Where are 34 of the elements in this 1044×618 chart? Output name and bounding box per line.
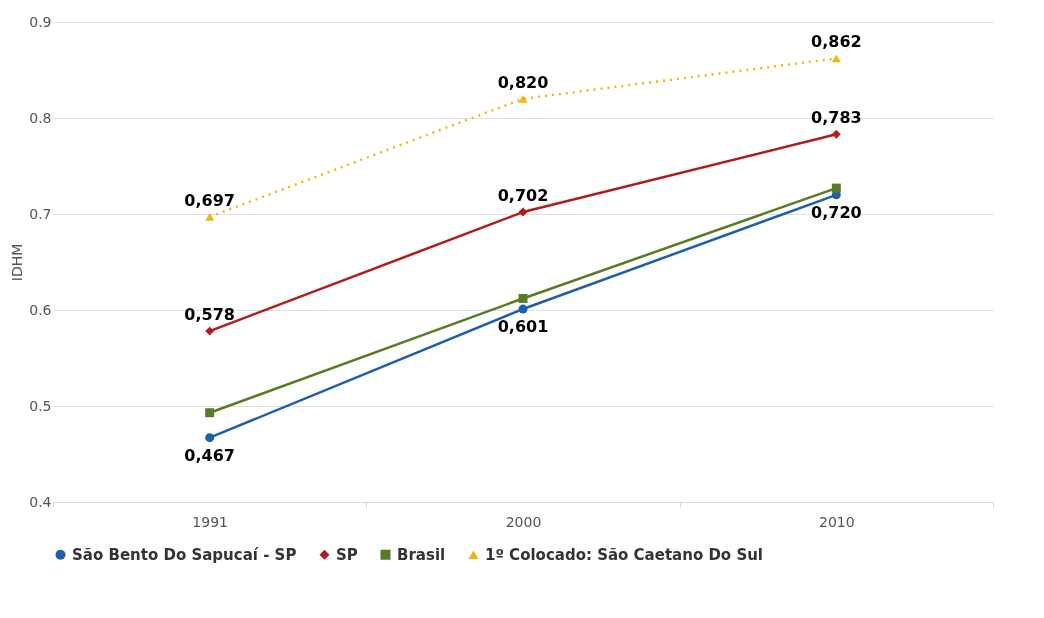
point — [518, 94, 528, 103]
data-label: 0,697 — [184, 190, 235, 210]
point — [831, 54, 841, 63]
data-label: 0,820 — [497, 72, 549, 92]
y-axis-title: IDHM — [9, 243, 26, 282]
data-label: 0,467 — [184, 445, 235, 465]
point — [205, 213, 215, 221]
data-label: 0,783 — [811, 108, 862, 128]
point — [831, 183, 841, 193]
data-label: 0,578 — [184, 305, 235, 325]
data-label: 0,601 — [497, 317, 549, 337]
x-tick-label: 1991 — [192, 513, 228, 530]
legend-label: São Bento Do Sapucaí - SP — [72, 545, 297, 564]
point — [518, 207, 528, 217]
data-label: 0,862 — [811, 32, 862, 52]
y-tick-label: 0.7 — [29, 205, 52, 222]
point — [831, 129, 841, 139]
point — [205, 326, 215, 336]
data-label: 0,720 — [811, 202, 862, 222]
y-tick-label: 0.4 — [29, 493, 52, 510]
point — [518, 304, 528, 314]
x-tick-label: 2000 — [505, 513, 542, 530]
y-tick-label: 0.9 — [29, 13, 52, 30]
y-tick-label: 0.5 — [29, 397, 52, 414]
data-label: 0,702 — [497, 186, 549, 206]
x-tick-label: 2010 — [819, 513, 855, 530]
legend-label: SP — [336, 545, 358, 564]
point — [205, 408, 215, 418]
point — [518, 294, 528, 303]
point — [205, 433, 215, 443]
y-tick-label: 0.6 — [29, 301, 52, 318]
legend-label: 1º Colocado: São Caetano Do Sul — [485, 545, 764, 564]
legend-label: Brasil — [397, 545, 446, 564]
y-tick-label: 0.8 — [29, 109, 52, 126]
